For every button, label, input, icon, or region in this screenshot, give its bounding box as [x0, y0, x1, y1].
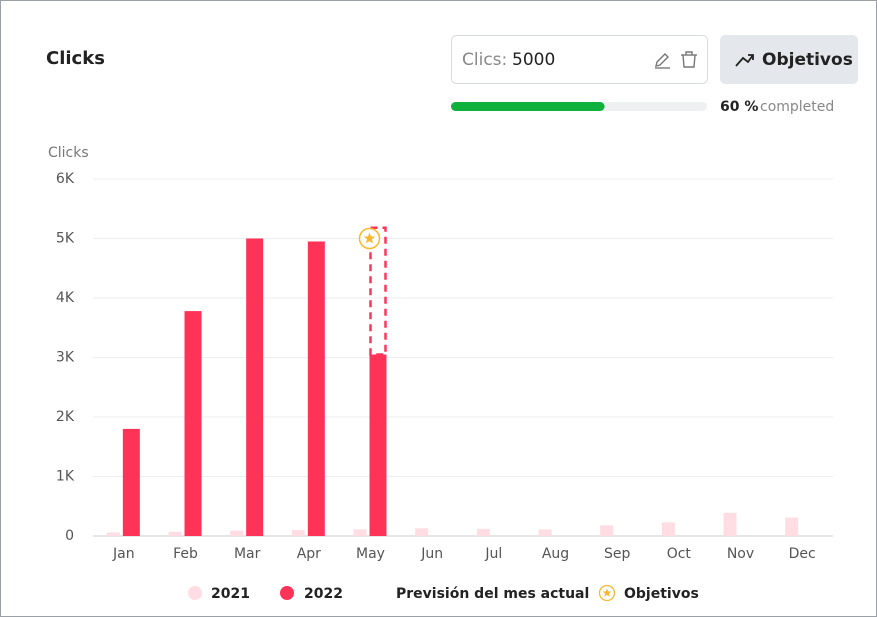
x-tick-label: Aug [542, 546, 569, 562]
legend-label: 2022 [304, 586, 343, 602]
y-tick-label: 6K [56, 171, 75, 187]
bar-2021 [785, 517, 799, 536]
x-tick-label: Jul [484, 546, 502, 562]
bar-2021 [723, 512, 737, 536]
forecast-bar [369, 226, 387, 356]
x-tick-label: Feb [173, 546, 198, 562]
y-axis-title: Clicks [48, 145, 89, 161]
x-tick-label: Dec [789, 546, 816, 562]
x-tick-label: Nov [727, 546, 754, 562]
bar-2022 [246, 238, 264, 536]
legend-label: Previsión del mes actual [396, 586, 589, 602]
objetivos-button[interactable] [720, 35, 858, 84]
x-tick-label: Jun [420, 546, 443, 562]
bar-2022 [122, 428, 140, 536]
y-tick-label: 5K [56, 231, 75, 247]
legend-star [602, 588, 612, 597]
x-tick-label: Apr [297, 546, 321, 562]
bar-2021 [230, 530, 244, 536]
bar-2022 [307, 241, 325, 536]
legend-swatch [280, 586, 294, 600]
goal-marker [358, 227, 381, 250]
x-tick-label: Sep [604, 546, 631, 562]
progress-suffix: completed [760, 99, 834, 115]
title: Clicks [46, 48, 105, 69]
legend-swatch [188, 586, 202, 600]
legend-label: Objetivos [624, 586, 699, 602]
bar-2021 [168, 531, 182, 536]
bar-2021 [476, 528, 490, 536]
progress-fill [451, 102, 605, 111]
bar-2021 [106, 532, 120, 536]
goal-input[interactable] [451, 35, 708, 84]
bar-2021 [661, 522, 675, 536]
bar-2021 [415, 528, 429, 536]
legend-label: 2021 [211, 586, 250, 602]
y-tick-label: 2K [56, 409, 75, 425]
delete-icon[interactable] [681, 51, 697, 68]
trend-icon [735, 54, 754, 67]
x-tick-label: Mar [234, 546, 261, 562]
x-tick-label: Oct [667, 546, 692, 562]
bar-2021 [538, 529, 552, 536]
edit-icon[interactable] [655, 53, 670, 69]
y-tick-label: 3K [56, 350, 75, 366]
input-label: Clics: [462, 50, 507, 70]
progress-label: 60 % [720, 99, 758, 115]
y-tick-label: 4K [56, 290, 75, 306]
y-tick-label: 1K [56, 469, 75, 485]
bar-2022 [184, 311, 202, 536]
goal-star [363, 232, 376, 244]
bar-2021 [291, 530, 305, 536]
input-value: 5000 [512, 50, 555, 70]
y-tick-label: 0 [65, 528, 74, 544]
button-label: Objetivos [762, 50, 853, 70]
x-tick-label: May [356, 546, 385, 562]
x-tick-label: Jan [112, 546, 135, 562]
bar-2021 [353, 529, 367, 536]
bar-2022 [369, 354, 387, 536]
bar-2021 [600, 525, 614, 536]
